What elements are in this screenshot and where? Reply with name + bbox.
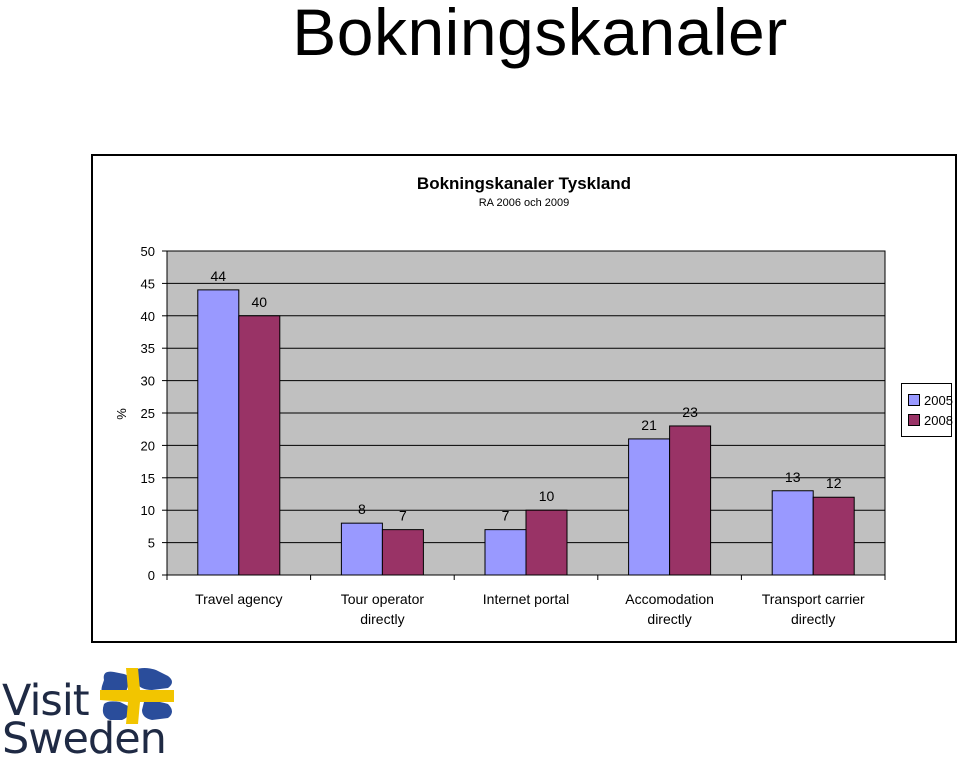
legend-label-2008: 2008: [924, 412, 953, 428]
data-label-2008: 40: [252, 294, 268, 310]
bar-2008: [238, 315, 281, 576]
x-category-label: directly: [647, 611, 691, 627]
data-label-2005: 21: [641, 417, 657, 433]
bar-2008: [669, 425, 712, 576]
y-axis-label: %: [114, 408, 129, 420]
x-category-label: directly: [360, 611, 404, 627]
y-tick-label: 10: [141, 503, 155, 518]
y-tick-label: 30: [141, 374, 155, 389]
data-label-2008: 7: [399, 508, 407, 524]
x-category-label: Transport carrier: [762, 591, 865, 607]
data-label-2005: 8: [358, 501, 366, 517]
legend-item-2005: 2005: [908, 392, 953, 408]
data-label-2005: 13: [785, 469, 801, 485]
bar-2005: [628, 438, 671, 576]
x-category-label: Travel agency: [195, 591, 282, 607]
bar-2008: [381, 529, 424, 576]
chart-frame: Bokningskanaler Tyskland RA 2006 och 200…: [91, 154, 957, 643]
x-category-label: Accomodation: [625, 591, 714, 607]
data-label-2008: 10: [539, 488, 555, 504]
logo-text-visit: Visit: [2, 676, 90, 726]
chart-title: Bokningskanaler Tyskland: [416, 174, 632, 193]
x-category-label: directly: [791, 611, 835, 627]
data-label-2008: 23: [682, 404, 698, 420]
bar-2005: [484, 529, 527, 576]
y-tick-label: 45: [141, 276, 155, 291]
data-label-2005: 7: [502, 508, 510, 524]
bar-chart: 0 5 10 15 20 25 30 35 40 45 50% 44 40 Travel agency 8 7…: [114, 244, 886, 627]
page-title: Bokningskanaler: [292, 0, 788, 69]
legend-label-2005: 2005: [924, 392, 953, 408]
chart-subtitle: RA 2006 och 2009: [478, 197, 570, 209]
legend-swatch-2005: [908, 394, 920, 406]
bar-2008: [812, 496, 855, 576]
bar-2005: [197, 289, 240, 576]
x-category-label: Internet portal: [483, 591, 569, 607]
data-label-2008: 12: [826, 475, 842, 491]
y-tick-label: 0: [148, 568, 155, 583]
y-tick-label: 20: [141, 438, 155, 453]
legend-swatch-2008: [908, 414, 920, 426]
bar-2005: [340, 522, 383, 576]
visit-sweden-logo: Visit Sweden: [0, 664, 190, 764]
y-tick-label: 15: [141, 471, 155, 486]
y-tick-label: 50: [141, 244, 155, 259]
data-label-2005: 44: [211, 268, 227, 284]
legend-item-2008: 2008: [908, 412, 953, 428]
swedish-flag-icon: [100, 668, 174, 724]
y-tick-label: 35: [141, 341, 155, 356]
bar-2005: [771, 490, 814, 576]
bar-2008: [525, 509, 568, 576]
y-tick-label: 25: [141, 406, 155, 421]
chart-legend: 2005 2008: [901, 383, 953, 437]
y-tick-label: 5: [148, 536, 155, 551]
y-tick-label: 40: [141, 309, 155, 324]
logo-text-sweden: Sweden: [2, 714, 167, 764]
x-category-label: Tour operator: [341, 591, 425, 607]
